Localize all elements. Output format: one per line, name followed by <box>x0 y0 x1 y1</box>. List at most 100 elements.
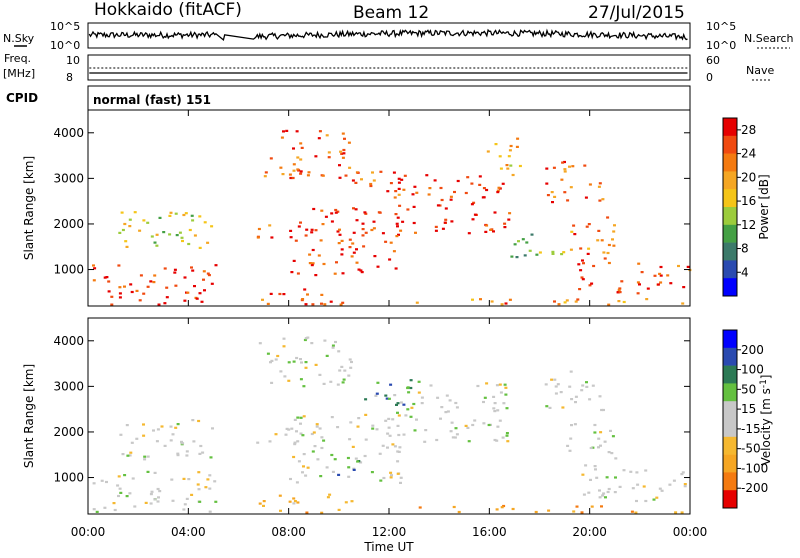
scatter-cell <box>163 302 167 305</box>
scatter-cell <box>589 446 593 450</box>
scatter-cell <box>515 145 519 148</box>
scatter-cell <box>146 470 150 473</box>
cpid-label: CPID <box>6 91 38 105</box>
scatter-cell <box>492 395 496 398</box>
noise-left-tick-top: 10^5 <box>50 20 80 33</box>
scatter-cell <box>197 419 201 423</box>
scatter-cell <box>142 423 145 426</box>
scatter-cell <box>598 489 601 492</box>
scatter-cell <box>125 424 129 427</box>
x-tick-label: 08:00 <box>271 525 306 539</box>
scatter-cell <box>198 500 202 503</box>
y-tick-label: 3000 <box>53 171 84 185</box>
scatter-cell <box>396 216 400 219</box>
scatter-cell <box>170 478 174 481</box>
scatter-cell <box>399 229 403 232</box>
scatter-cell <box>330 212 334 215</box>
scatter-cell <box>399 401 403 404</box>
scatter-cell <box>130 290 134 294</box>
scatter-cell <box>160 425 164 428</box>
noise-panel: N.Sky 10^5 10^0 10^5 10^0 N.Search <box>3 20 794 52</box>
scatter-cell <box>299 221 302 224</box>
scatter-cell <box>138 229 142 232</box>
scatter-cell <box>269 361 272 364</box>
scatter-cell <box>551 201 554 204</box>
nave-tick-bottom: 0 <box>706 71 713 84</box>
scatter-cell <box>121 228 125 232</box>
scatter-cell <box>103 276 107 279</box>
scatter-cell <box>569 248 573 251</box>
scatter-cell <box>315 425 319 428</box>
scatter-cell <box>584 196 588 199</box>
scatter-cell <box>152 281 156 284</box>
scatter-cell <box>157 303 161 306</box>
scatter-cell <box>582 493 586 496</box>
scatter-cell <box>402 433 406 436</box>
scatter-cell <box>554 385 558 388</box>
scatter-cell <box>279 166 283 169</box>
scatter-cell <box>208 510 212 513</box>
scatter-cell <box>193 285 196 288</box>
scatter-cell <box>329 300 333 303</box>
scatter-cell <box>450 421 454 424</box>
velocity-colorbar-ticks: 200 100 50 15 -15 -50 -100 -200 <box>737 343 768 495</box>
scatter-cell <box>435 438 439 442</box>
scatter-cell <box>130 441 134 444</box>
scatter-cell <box>354 457 358 460</box>
scatter-cell <box>307 171 311 174</box>
scatter-cell <box>569 186 573 189</box>
colorbar-bin <box>723 207 737 226</box>
scatter-cell <box>588 284 592 287</box>
scatter-cell <box>612 244 616 247</box>
scatter-cell <box>387 397 391 400</box>
scatter-cell <box>339 303 343 306</box>
scatter-cell <box>644 499 648 503</box>
scatter-cell <box>389 471 393 474</box>
scatter-cell <box>569 437 573 440</box>
scatter-cell <box>553 195 557 198</box>
scatter-cell <box>306 466 310 469</box>
scatter-cell <box>659 281 663 284</box>
scatter-cell <box>557 303 561 306</box>
scatter-cell <box>611 238 614 241</box>
scatter-cell <box>133 505 137 508</box>
scatter-cell <box>274 358 278 361</box>
scatter-cell <box>636 483 640 486</box>
scatter-cell <box>185 450 189 453</box>
scatter-cell <box>478 183 482 186</box>
scatter-cell <box>156 487 160 491</box>
scatter-cell <box>588 398 592 401</box>
scatter-cell <box>149 493 153 496</box>
scatter-cell <box>503 383 507 386</box>
scatter-cell <box>485 224 489 227</box>
scatter-cell <box>397 181 401 184</box>
scatter-cell <box>336 230 340 233</box>
scatter-cell <box>352 231 356 234</box>
scatter-cell <box>502 402 506 405</box>
scatter-cell <box>269 157 273 160</box>
scatter-cell <box>487 423 491 427</box>
scatter-cell <box>340 248 344 251</box>
scatter-cell <box>142 292 146 295</box>
scatter-cell <box>123 222 127 226</box>
scatter-cell <box>581 278 585 281</box>
scatter-cell <box>394 213 398 216</box>
scatter-cell <box>295 481 299 484</box>
scatter-cell <box>525 241 529 244</box>
scatter-cell <box>304 361 308 364</box>
scatter-cell <box>655 496 659 499</box>
scatter-cell <box>193 234 197 237</box>
scatter-cell <box>348 438 352 441</box>
scatter-cell <box>420 396 424 399</box>
scatter-cell <box>571 165 575 168</box>
scatter-cell <box>302 415 306 418</box>
scatter-cell <box>292 169 296 172</box>
scatter-cell <box>635 471 639 474</box>
scatter-cell <box>269 292 273 295</box>
colorbar-tick-label: 12 <box>741 218 756 232</box>
scatter-cell <box>593 431 597 434</box>
scatter-cell <box>417 380 421 383</box>
scatter-cell <box>546 194 550 197</box>
scatter-cell <box>497 186 501 189</box>
scatter-cell <box>506 440 510 443</box>
